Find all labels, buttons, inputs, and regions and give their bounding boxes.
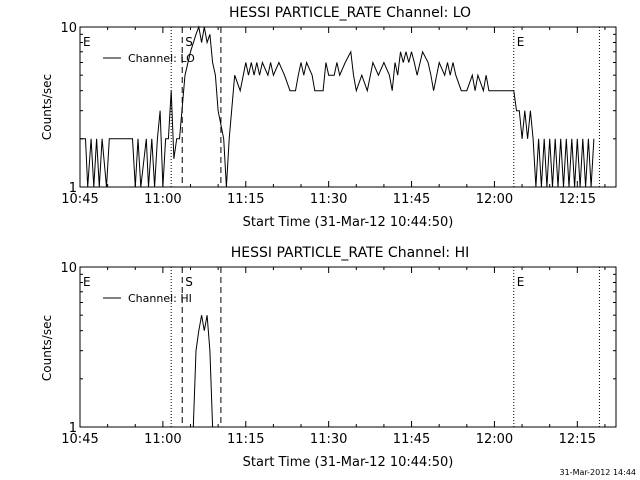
x-tick-label: 12:15 <box>559 192 596 207</box>
x-tick-label: 12:00 <box>476 192 513 207</box>
y-tick-label: 10 <box>60 21 77 36</box>
y-tick-label: 1 <box>69 421 77 436</box>
marker-label: E <box>83 275 91 289</box>
marker-label: S <box>185 35 193 49</box>
marker-label: E <box>83 35 91 49</box>
x-tick-label: 11:30 <box>310 192 347 207</box>
x-axis-label: Start Time (31-Mar-12 10:44:50) <box>243 215 454 230</box>
x-axis-label: Start Time (31-Mar-12 10:44:50) <box>243 455 454 470</box>
x-tick-label: 12:00 <box>476 432 513 447</box>
x-tick-label: 11:00 <box>144 192 181 207</box>
panel-lo: HESSI PARTICLE_RATE Channel: LO Counts/s… <box>40 5 617 230</box>
marker-label: E <box>517 275 525 289</box>
plot-frame <box>79 26 617 188</box>
y-axis-label: Counts/sec <box>40 74 54 140</box>
x-tick-label: 11:00 <box>144 432 181 447</box>
legend: Channel: HI <box>103 292 192 305</box>
y-axis-label: Counts/sec <box>40 315 54 381</box>
series-line <box>80 25 595 188</box>
x-tick-label: 12:15 <box>559 432 596 447</box>
x-tick-label: 11:45 <box>393 432 430 447</box>
x-tick-label: 11:15 <box>227 192 264 207</box>
x-tick-label: 11:45 <box>393 192 430 207</box>
x-tick-label: 11:30 <box>310 432 347 447</box>
marker-label: S <box>185 275 193 289</box>
legend-label: Channel: HI <box>128 292 192 305</box>
y-tick-label: 10 <box>60 261 77 276</box>
chart-title: HESSI PARTICLE_RATE Channel: HI <box>231 245 469 261</box>
marker-label: E <box>517 35 525 49</box>
panel-hi: HESSI PARTICLE_RATE Channel: HI Counts/s… <box>40 245 617 470</box>
x-tick-label: 11:15 <box>227 432 264 447</box>
x-tick-label: 10:45 <box>61 432 98 447</box>
chart-title: HESSI PARTICLE_RATE Channel: LO <box>229 5 471 21</box>
legend: Channel: LO <box>103 52 195 65</box>
series-hi <box>192 315 214 428</box>
series-lo <box>80 25 595 188</box>
x-tick-label: 10:45 <box>61 192 98 207</box>
footer-timestamp: 31-Mar-2012 14:44 <box>560 468 637 477</box>
legend-label: Channel: LO <box>128 52 195 65</box>
axis-ticks: 10:45 11:00 11:15 11:30 11:45 12:00 12:15 1 10 <box>60 21 616 207</box>
series-line <box>192 315 214 428</box>
y-tick-label: 1 <box>69 181 77 196</box>
plot-frame <box>79 266 617 428</box>
axis-ticks: 10:45 11:00 11:15 11:30 11:45 12:00 12:15 1 10 <box>60 261 616 447</box>
